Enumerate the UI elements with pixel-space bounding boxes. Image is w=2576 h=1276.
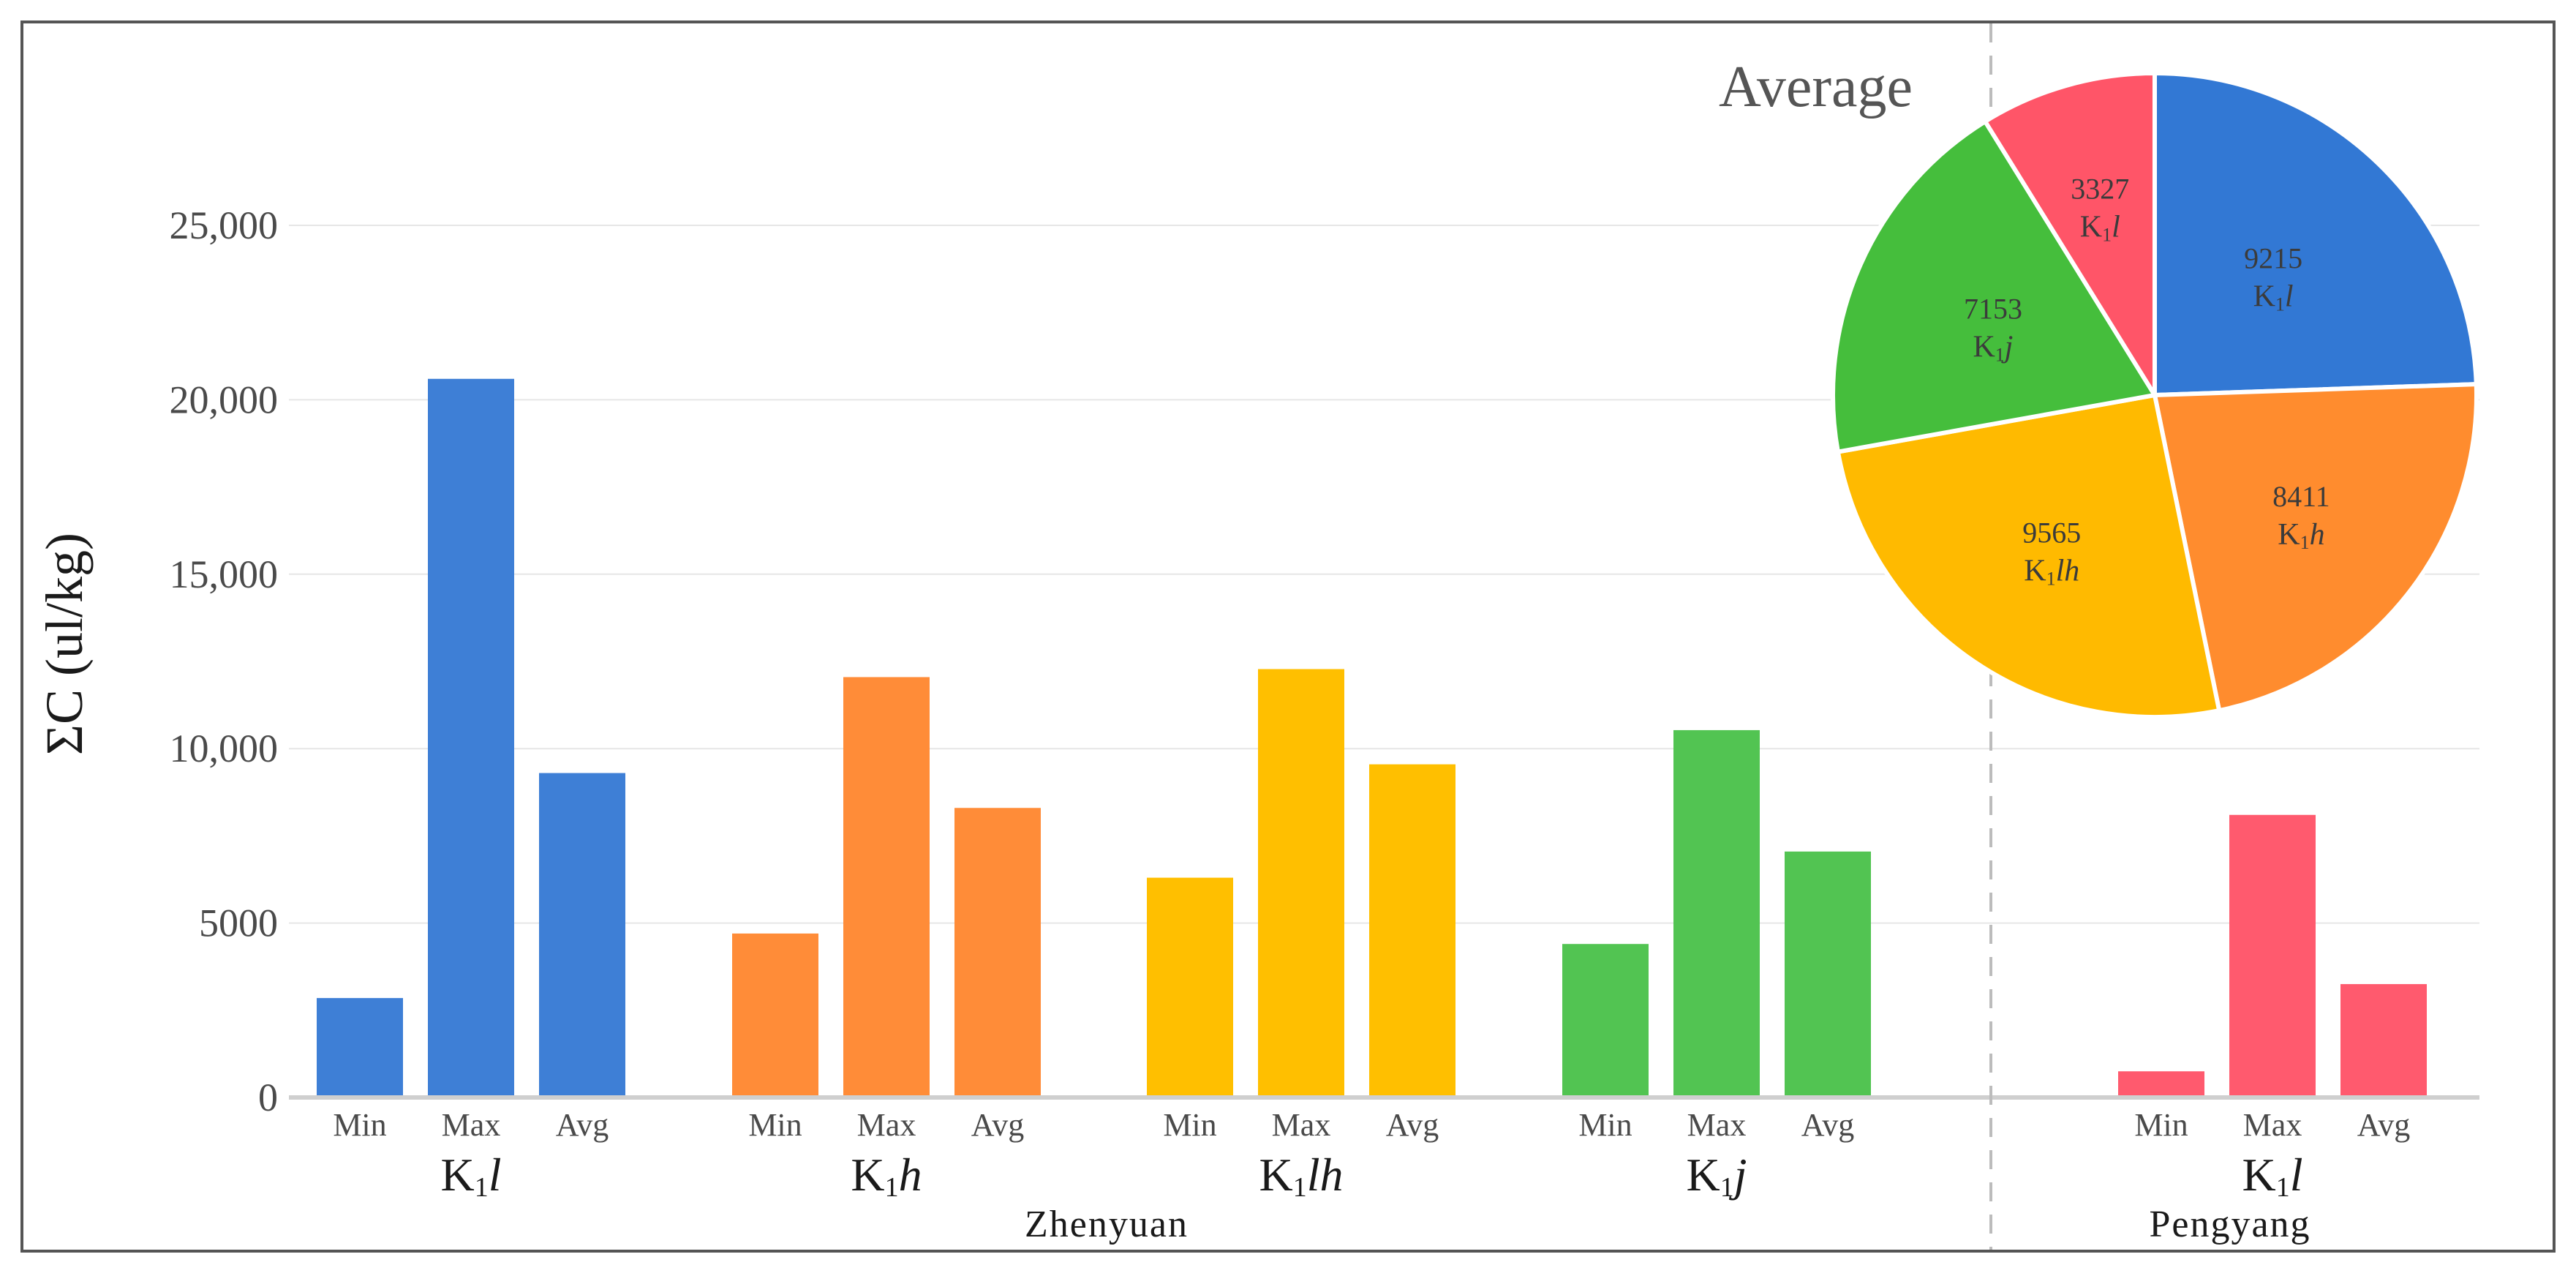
category-tick-label: Min <box>748 1107 802 1143</box>
group-label: K1j <box>1687 1149 1747 1203</box>
y-tick-label: 20,000 <box>170 378 279 421</box>
pie-title: Average <box>1719 55 1913 119</box>
bar-min <box>2118 1071 2204 1097</box>
site-label-pengyang: Pengyang <box>2149 1204 2311 1245</box>
pie-value-label: 8411 <box>2272 480 2330 513</box>
pie-value-label: 7153 <box>1964 292 2022 325</box>
bar-avg <box>1369 765 1455 1097</box>
bar-min <box>1562 944 1649 1097</box>
bar-max <box>1258 669 1344 1097</box>
bar-avg <box>539 773 625 1097</box>
pie-value-label: 3327 <box>2071 173 2129 206</box>
pie-value-label: 9215 <box>2244 241 2302 274</box>
bar-min <box>732 934 818 1097</box>
category-tick-label: Min <box>1163 1107 1216 1143</box>
category-tick-label: Min <box>2134 1107 2188 1143</box>
bar-max <box>428 379 514 1097</box>
group-label: K1h <box>851 1149 922 1203</box>
category-tick-label: Max <box>1687 1107 1747 1143</box>
y-tick-label: 0 <box>258 1076 278 1119</box>
category-tick-label: Min <box>333 1107 386 1143</box>
category-tick-label: Min <box>1578 1107 1632 1143</box>
y-tick-label: 10,000 <box>170 727 279 770</box>
bar-avg <box>2340 984 2427 1097</box>
pie-slice-label: K1l <box>2253 279 2294 315</box>
bar-min <box>1147 878 1233 1097</box>
category-tick-label: Avg <box>556 1107 609 1143</box>
y-tick-label: 25,000 <box>170 203 279 247</box>
group-label: K1lh <box>1259 1149 1344 1203</box>
bar-min <box>317 998 403 1097</box>
y-axis-label: ΣC (ul/kg) <box>35 533 94 755</box>
pie-slice-label: K1j <box>1973 330 2013 365</box>
category-tick-label: Avg <box>2357 1107 2411 1143</box>
site-label-zhenyuan: Zhenyuan <box>1025 1204 1189 1245</box>
pie-slice-label: K1l <box>2080 211 2120 246</box>
y-tick-label: 5000 <box>199 901 278 945</box>
bar-avg <box>954 808 1041 1097</box>
group-label: K1l <box>441 1149 502 1203</box>
pie-value-label: 9565 <box>2022 517 2081 549</box>
bar-max <box>1673 730 1760 1097</box>
category-tick-label: Avg <box>971 1107 1025 1143</box>
category-tick-label: Max <box>857 1107 916 1143</box>
category-tick-label: Avg <box>1386 1107 1439 1143</box>
bar-max <box>2229 815 2316 1097</box>
pie-slice <box>2155 73 2477 395</box>
group-label: K1l <box>2242 1149 2303 1203</box>
category-tick-label: Max <box>2243 1107 2302 1143</box>
category-tick-label: Max <box>442 1107 501 1143</box>
bar-max <box>843 677 930 1097</box>
bar-avg <box>1785 852 1871 1097</box>
y-tick-label: 15,000 <box>170 552 279 596</box>
category-tick-label: Max <box>1272 1107 1331 1143</box>
category-tick-label: Avg <box>1801 1107 1855 1143</box>
